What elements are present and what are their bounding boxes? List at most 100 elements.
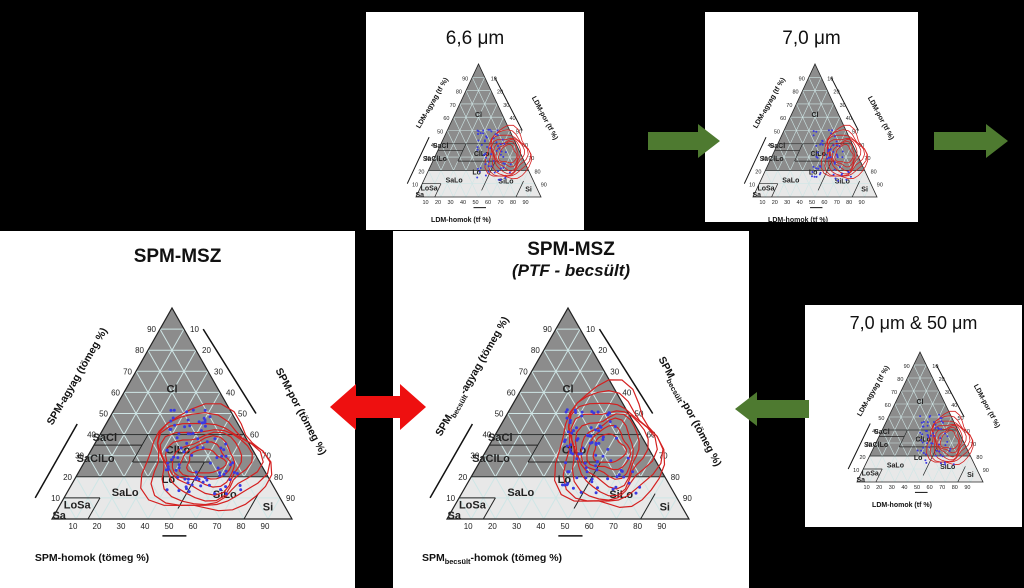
texture-class-Lo: Lo [472,169,481,176]
svg-text:30: 30 [503,103,509,109]
svg-text:40: 40 [87,431,96,440]
svg-text:90: 90 [261,522,270,531]
texture-class-SaClLo: SaClLo [423,156,447,163]
svg-text:20: 20 [833,90,839,96]
texture-class-Si: Si [525,187,532,194]
svg-text:40: 40 [482,431,491,440]
axis-label-sand: SPM-homok (tömeg %) [35,552,149,564]
svg-text:20: 20 [488,522,497,531]
texture-class-SaLo: SaLo [507,487,534,499]
red-double-arrow [330,384,426,430]
svg-text:60: 60 [507,388,516,397]
svg-text:50: 50 [635,410,644,419]
svg-text:30: 30 [889,485,895,491]
green-arrow-right-2 [934,124,1008,158]
svg-text:10: 10 [51,494,60,503]
svg-text:10: 10 [190,325,199,334]
svg-text:40: 40 [510,116,516,122]
svg-text:60: 60 [111,388,120,397]
density-contours [926,410,974,466]
svg-text:20: 20 [93,522,102,531]
svg-text:60: 60 [780,116,786,122]
texture-class-Si: Si [263,502,273,514]
svg-text:80: 80 [531,346,540,355]
svg-text:20: 20 [497,90,503,96]
texture-class-SaCl: SaCl [770,143,786,150]
svg-text:60: 60 [485,200,491,206]
panel-spm-msz-ptf: SPM-MSZ (PTF - becsült) Cl SaCl SaClLo ClLo… [393,231,749,588]
panel-title: 7,0 μm & 50 μm [849,313,978,333]
svg-text:90: 90 [904,364,910,370]
svg-text:50: 50 [238,410,247,419]
axis-label-clay: SPMbecsült-agyag (tömeg %) [433,315,513,440]
svg-text:20: 20 [755,169,761,175]
svg-text:90: 90 [286,494,295,503]
svg-text:20: 20 [598,346,607,355]
svg-text:90: 90 [683,494,692,503]
texture-class-SiLo: SiLo [835,179,850,186]
svg-text:60: 60 [250,431,259,440]
axis-label-sand: LDM-homok (tf %) [431,217,491,224]
svg-text:60: 60 [585,522,594,531]
svg-text:40: 40 [536,522,545,531]
sample-points [561,408,642,495]
texture-class-SiLo: SiLo [940,464,955,471]
texture-class-ClLo: ClLo [474,151,490,158]
texture-class-Sa: Sa [752,192,761,199]
texture-class-Cl: Cl [812,112,819,119]
svg-text:80: 80 [952,485,958,491]
texture-class-SaClLo: SaClLo [864,442,888,449]
svg-text:70: 70 [834,200,840,206]
axis-ticks: 10 10 90 20 20 80 30 30 70 40 40 60 50 50 50 60 60 40 70 70… [446,325,692,531]
texture-class-Sa: Sa [52,510,66,522]
class-boundaries [459,434,665,520]
svg-text:70: 70 [891,390,897,396]
texture-class-Sa: Sa [448,510,462,522]
texture-class-LoSa: LoSa [862,471,879,478]
svg-text:50: 50 [852,130,858,136]
texture-class-Sa: Sa [856,477,865,484]
svg-text:80: 80 [846,200,852,206]
axis-direction-arrows [406,77,523,209]
svg-text:90: 90 [964,485,970,491]
panel-title: 6,6 μm [445,28,505,49]
axis-label-sand: SPMbecsült-homok (tömeg %) [422,552,562,566]
axis-direction-arrows [429,328,654,537]
texture-class-Cl: Cl [167,383,178,395]
svg-text:20: 20 [876,485,882,491]
svg-text:90: 90 [522,200,528,206]
svg-text:30: 30 [214,367,223,376]
svg-text:20: 20 [63,473,72,482]
svg-text:50: 50 [809,200,815,206]
density-contours [553,379,666,509]
svg-text:70: 70 [450,103,456,109]
svg-text:10: 10 [412,183,418,189]
svg-text:30: 30 [610,367,619,376]
svg-text:10: 10 [932,364,938,370]
texture-class-LoSa: LoSa [64,499,92,511]
svg-text:40: 40 [460,200,466,206]
svg-text:80: 80 [535,169,541,175]
axis-label-sand: LDM-homok (tf %) [768,217,828,222]
texture-class-LoSa: LoSa [421,185,438,192]
svg-text:90: 90 [147,325,156,334]
svg-text:90: 90 [657,522,666,531]
green-arrow-right-1 [648,124,720,158]
green-arrow-left [735,392,809,426]
svg-text:80: 80 [792,90,798,96]
svg-text:20: 20 [458,473,467,482]
svg-text:90: 90 [983,468,989,474]
svg-text:30: 30 [117,522,126,531]
svg-text:30: 30 [447,200,453,206]
svg-text:10: 10 [827,76,833,82]
panel-title: SPM-MSZ [527,239,615,260]
svg-text:80: 80 [237,522,246,531]
svg-text:80: 80 [976,455,982,461]
svg-text:60: 60 [189,522,198,531]
texture-class-Lo: Lo [809,169,818,176]
svg-text:80: 80 [897,377,903,383]
svg-text:20: 20 [859,455,865,461]
svg-text:70: 70 [659,452,668,461]
